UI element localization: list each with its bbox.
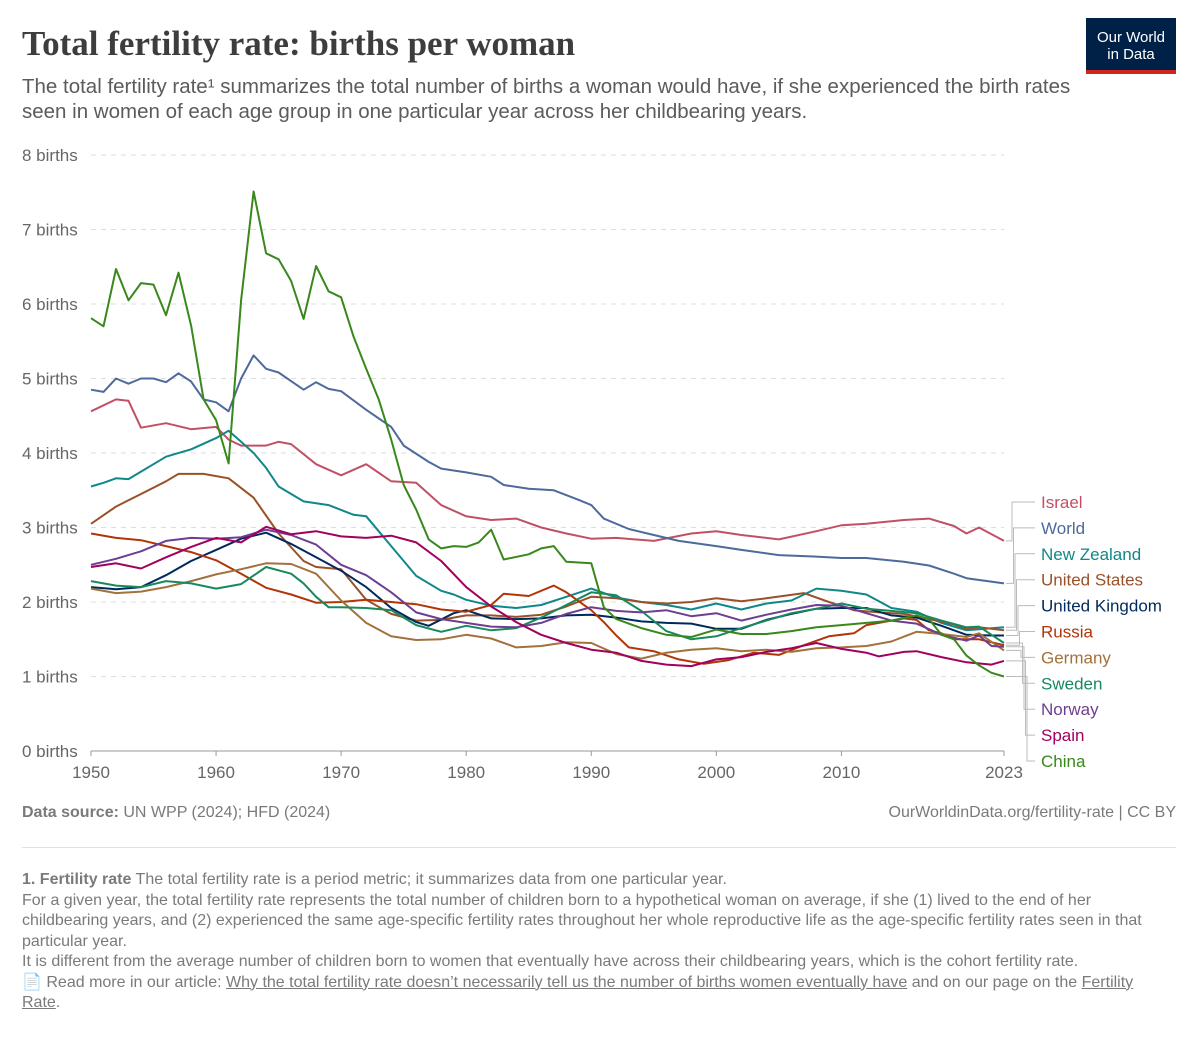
legend-label-norway: Norway xyxy=(1041,700,1099,719)
footnote-line-2: For a given year, the total fertility ra… xyxy=(22,891,1142,950)
legend-label-israel: Israel xyxy=(1041,493,1083,512)
legend-connector xyxy=(1006,501,1035,542)
legend-connector xyxy=(1006,642,1035,684)
legend-connector xyxy=(1006,527,1035,584)
legend-connector xyxy=(1006,631,1035,646)
source-row: Data source: UN WPP (2024); HFD (2024) O… xyxy=(22,804,1176,822)
x-tick-label: 2010 xyxy=(822,763,860,782)
logo-line-2: in Data xyxy=(1107,46,1155,63)
x-tick-label: 1990 xyxy=(572,763,610,782)
y-tick-label: 5 births xyxy=(22,370,78,389)
x-tick-label: 1970 xyxy=(322,763,360,782)
series-line-china xyxy=(90,190,1005,678)
y-tick-label: 7 births xyxy=(22,221,78,240)
footer-divider xyxy=(22,847,1176,848)
x-tick-label: 1960 xyxy=(197,763,235,782)
chart-title: Total fertility rate: births per woman xyxy=(22,24,576,63)
owid-logo[interactable]: Our World in Data xyxy=(1086,18,1176,74)
footnote-title: Fertility rate xyxy=(39,871,132,888)
source-label: Data source: xyxy=(22,804,119,821)
series-line-israel xyxy=(90,398,1005,542)
x-tick-label: 1980 xyxy=(447,763,485,782)
series-line-sweden xyxy=(90,566,1005,644)
legend-connector xyxy=(1006,553,1035,628)
y-tick-label: 3 births xyxy=(22,519,78,538)
document-icon: 📄 xyxy=(22,973,42,991)
read-more-mid: and on our page on the xyxy=(911,973,1078,991)
footnote: 1. Fertility rate The total fertility ra… xyxy=(22,870,1172,1014)
legend-label-spain: Spain xyxy=(1041,726,1084,745)
series-line-norway xyxy=(90,528,1005,648)
legend-connector xyxy=(1006,676,1035,762)
footnote-line-1: The total fertility rate is a period met… xyxy=(135,871,727,888)
legend-connector xyxy=(1006,649,1035,658)
legend-label-sweden: Sweden xyxy=(1041,674,1102,693)
y-tick-label: 6 births xyxy=(22,295,78,314)
series-line-new-zealand xyxy=(90,429,1005,632)
y-tick-label: 0 births xyxy=(22,742,78,761)
source-text: UN WPP (2024); HFD (2024) xyxy=(123,804,331,821)
read-more-prefix: Read more in our article: xyxy=(46,973,222,991)
footnote-line-3: It is different from the average number … xyxy=(22,953,1079,970)
y-tick-label: 2 births xyxy=(22,593,78,612)
logo-line-1: Our World xyxy=(1096,29,1166,46)
read-more-end: . xyxy=(55,994,61,1011)
legend-connector xyxy=(1006,660,1035,736)
x-tick-label: 2023 xyxy=(985,763,1023,782)
legend-connector xyxy=(1006,579,1035,631)
legend-label-new-zealand: New Zealand xyxy=(1041,545,1141,564)
chart-subtitle: The total fertility rate¹ summarizes the… xyxy=(22,75,1071,123)
legend-connector xyxy=(1006,646,1035,710)
legend-label-china: China xyxy=(1041,752,1086,771)
article-link[interactable]: Why the total fertility rate doesn’t nec… xyxy=(226,973,908,991)
legend-label-russia: Russia xyxy=(1041,623,1094,642)
series-line-spain xyxy=(90,525,1005,668)
footnote-number: 1. xyxy=(22,871,36,888)
series-line-germany xyxy=(90,562,1005,660)
legend-label-world: World xyxy=(1041,519,1085,538)
y-tick-label: 8 births xyxy=(22,146,78,165)
fertility-rate-link[interactable]: Fertility Rate xyxy=(22,973,1134,1012)
x-tick-label: 2000 xyxy=(697,763,735,782)
legend-label-germany: Germany xyxy=(1041,648,1111,667)
y-tick-label: 1 births xyxy=(22,668,78,687)
legend-label-united-kingdom: United Kingdom xyxy=(1041,597,1162,616)
x-tick-label: 1950 xyxy=(72,763,110,782)
fertility-line-chart: 0 births 1 births 2 births 3 births 4 births… xyxy=(22,146,1162,782)
y-tick-label: 4 births xyxy=(22,444,78,463)
legend-connector xyxy=(1006,605,1035,636)
series-line-united-states xyxy=(90,472,1005,632)
series-line-world xyxy=(90,354,1005,585)
license-link[interactable]: OurWorldinData.org/fertility-rate | CC B… xyxy=(888,804,1177,821)
legend-label-united-states: United States xyxy=(1041,571,1143,590)
